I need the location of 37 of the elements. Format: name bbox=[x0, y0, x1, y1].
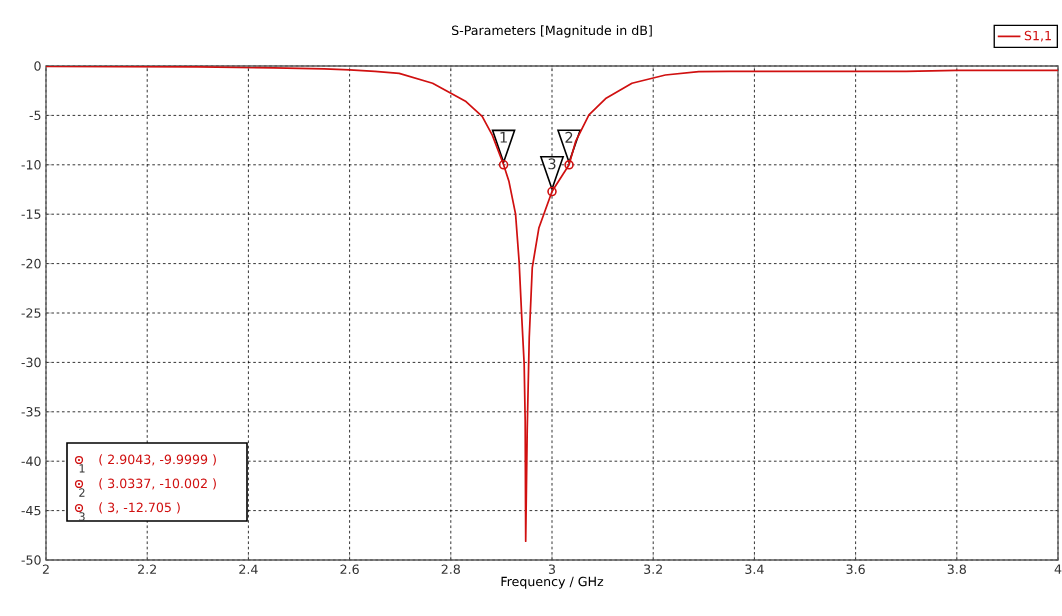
text: 1 bbox=[79, 464, 85, 473]
y-tick-label: -45 bbox=[21, 505, 41, 516]
y-tick-label: -10 bbox=[21, 160, 41, 170]
point bbox=[547, 186, 557, 197]
point bbox=[564, 160, 574, 170]
legend-label: S1,1 bbox=[1024, 30, 1051, 42]
y-tick-label: 0 bbox=[34, 61, 41, 71]
annotation: ( 3.0337, -10.002 ) bbox=[99, 478, 216, 490]
annotation: ( 3, -12.705 ) bbox=[99, 502, 180, 514]
text: 2 bbox=[79, 488, 85, 497]
x-tick-label: 3.4 bbox=[745, 564, 764, 575]
x-axis-title: Frequency / GHz bbox=[501, 576, 604, 589]
y-tick-label: -25 bbox=[21, 308, 41, 318]
x-tick-label: 4 bbox=[1054, 564, 1062, 574]
x-tick-label: 2.2 bbox=[138, 564, 156, 574]
annotation: ( 2.9043, -9.9999 ) bbox=[99, 454, 216, 466]
chart-title: S-Parameters [Magnitude in dB] bbox=[451, 25, 652, 38]
annotation: 2 bbox=[565, 131, 573, 143]
x-tick-label: 3.6 bbox=[846, 564, 865, 575]
annotation: 1 bbox=[500, 131, 507, 143]
point bbox=[498, 160, 509, 170]
y-tick-label: -30 bbox=[21, 357, 41, 368]
x-tick-label: 3.2 bbox=[644, 564, 662, 575]
y-tick-label: -50 bbox=[21, 555, 41, 565]
y-tick-label: -40 bbox=[21, 456, 41, 466]
y-tick-label: -5 bbox=[29, 110, 41, 121]
x-tick-label: 2.4 bbox=[239, 564, 258, 574]
y-tick-label: -20 bbox=[21, 258, 41, 269]
x-tick-label: 3.8 bbox=[947, 564, 966, 575]
x-tick-label: 2.6 bbox=[340, 564, 359, 575]
y-tick-label: -15 bbox=[21, 209, 41, 219]
x-tick-label: 2 bbox=[42, 564, 49, 574]
x-tick-label: 2.8 bbox=[441, 564, 460, 575]
annotation: 3 bbox=[548, 158, 556, 170]
y-tick-label: -35 bbox=[21, 407, 41, 417]
text: 3 bbox=[79, 512, 85, 521]
x-tick-label: 3 bbox=[548, 564, 556, 575]
